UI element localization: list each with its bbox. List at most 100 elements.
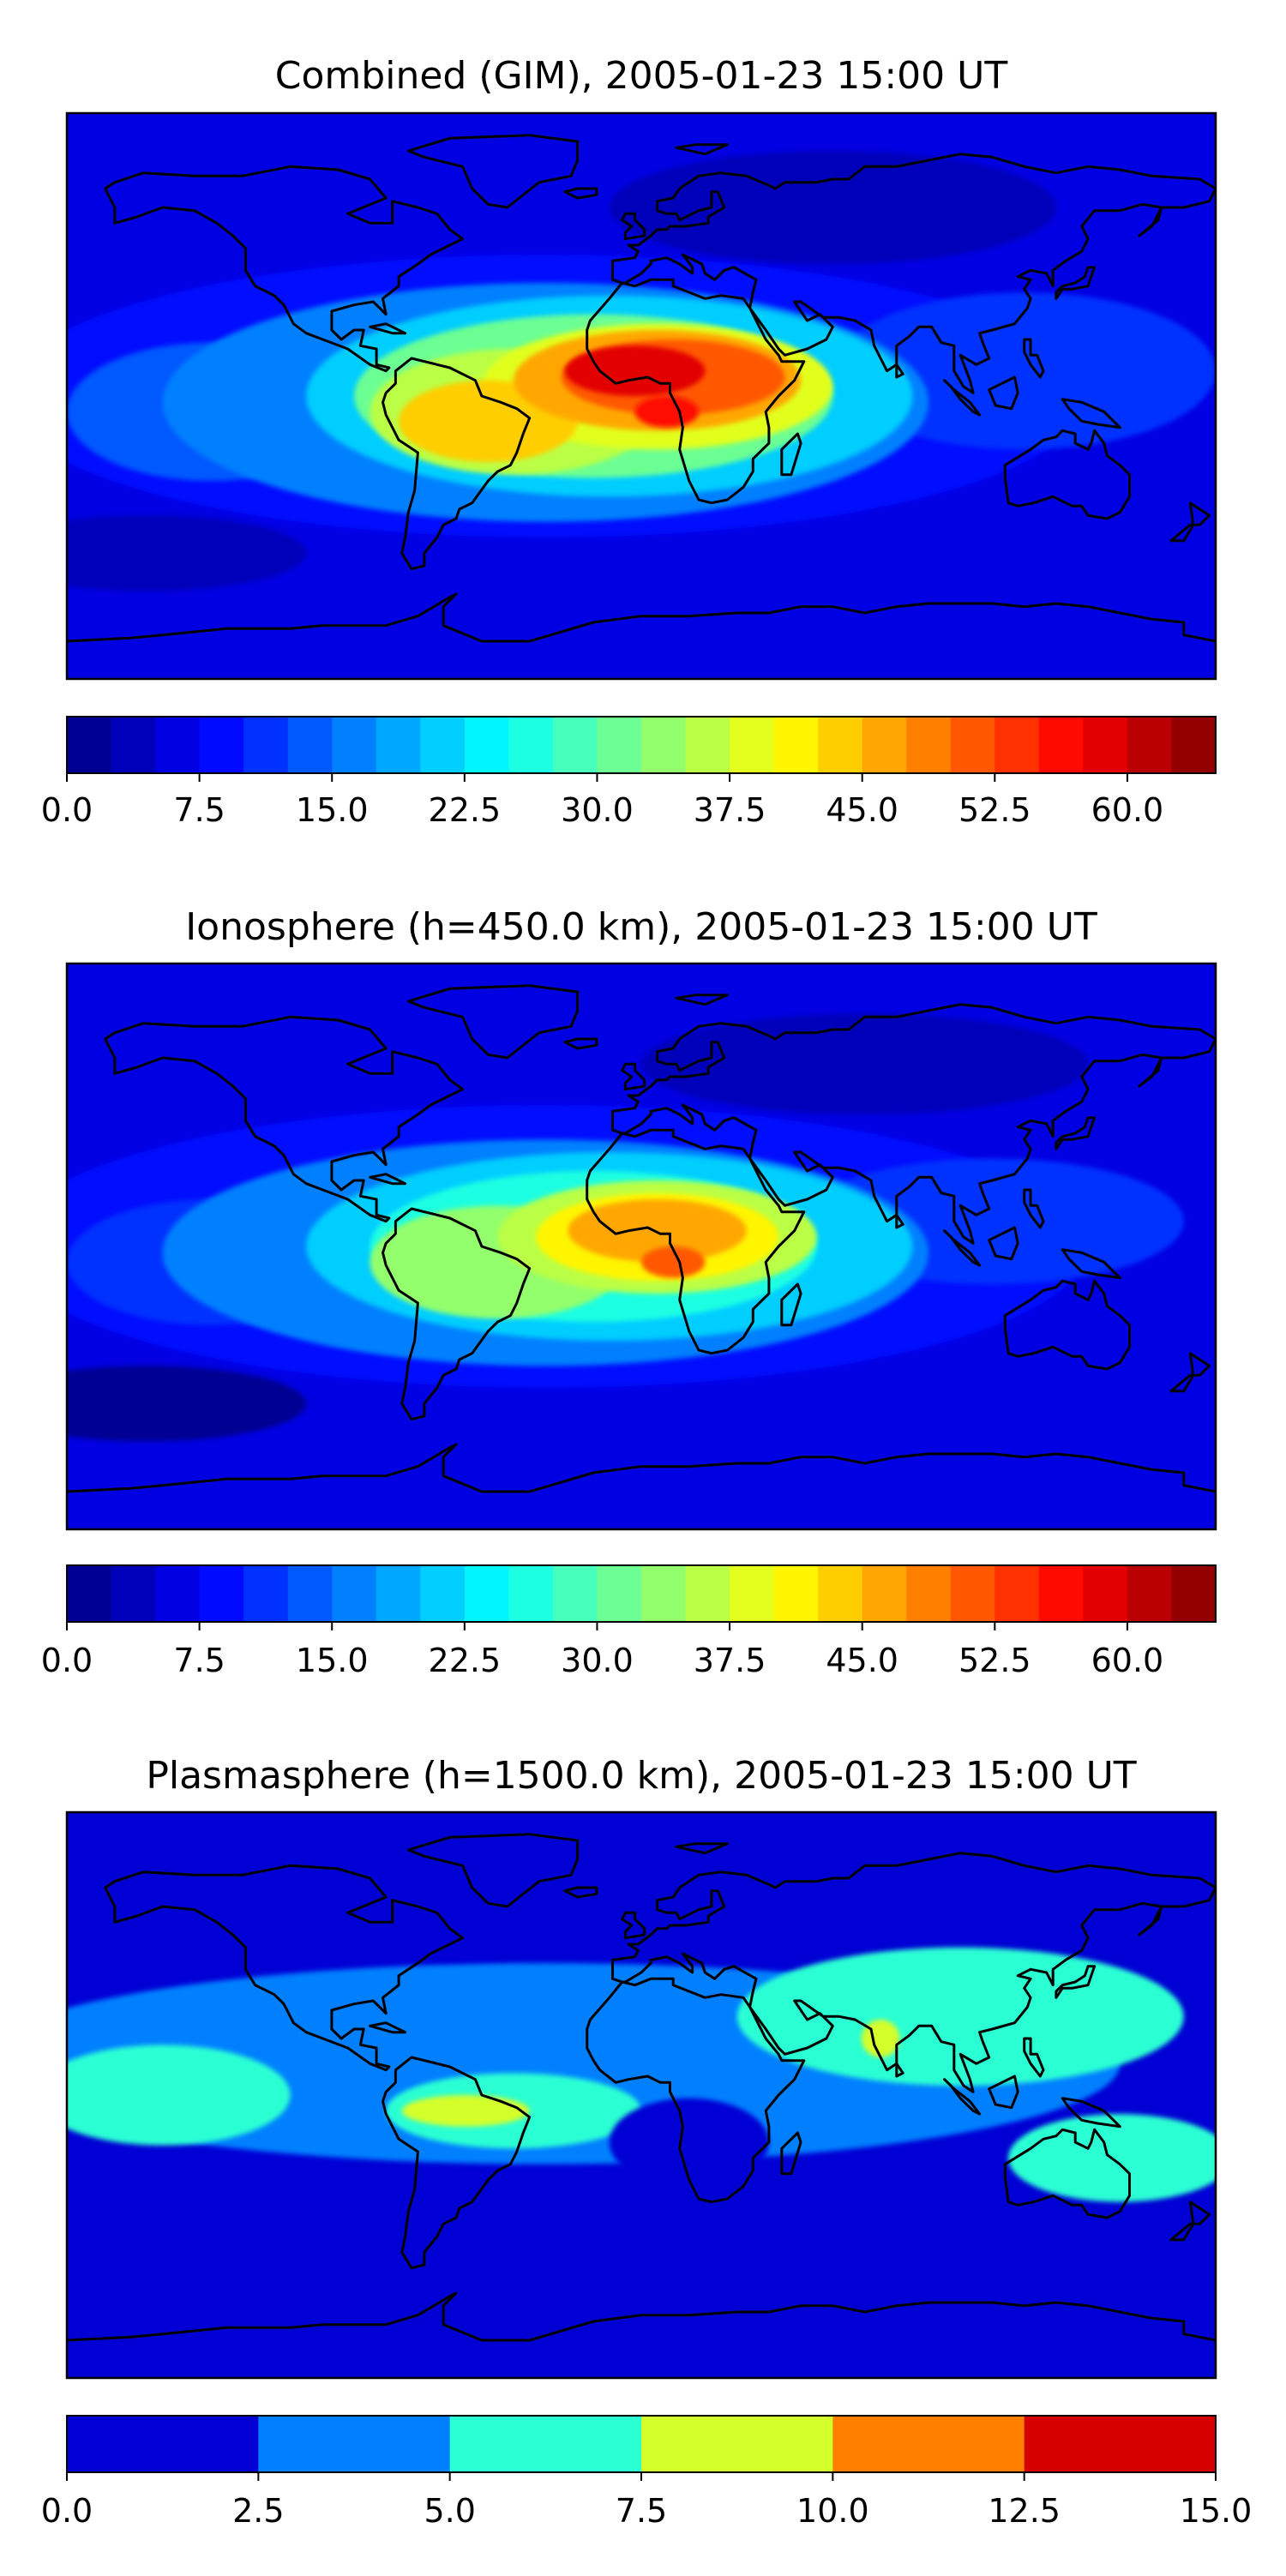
map-title: Plasmasphere (h=1500.0 km), 2005-01-23 1… [146,1754,1136,1798]
map-frame [65,962,1217,1531]
colorbar-tick-label: 45.0 [826,791,898,829]
north-america-coastline [104,165,465,373]
philippines-coastline [1023,338,1045,379]
colorbar-segment [199,717,244,773]
colorbar-tick-label: 15.0 [1180,2492,1253,2530]
colorbar-tick-label: 15.0 [296,1642,369,1679]
colorbar-segment [1083,1565,1128,1622]
colorbar-segment [1038,717,1084,773]
iceland-coastline [563,187,598,200]
contour-region [609,151,1056,264]
colorbar-segment [730,1565,775,1622]
colorbar-segment [995,1565,1040,1622]
map-title: Ionosphere (h=450.0 km), 2005-01-23 15:0… [185,905,1097,949]
japan-coastline [1055,1965,1097,1999]
colorbar-tick-label: 7.5 [173,791,225,829]
colorbar-segment [906,717,952,773]
colorbar-segment [641,1565,687,1622]
north-america-coastline [104,1864,465,2072]
contour-map [67,964,1216,1529]
philippines-coastline [1023,2037,1045,2078]
svalbard-coastline [675,994,729,1006]
colorbar-tick-label: 52.5 [958,1642,1031,1679]
colorbar-segment [552,1565,598,1622]
iceland-coastline [563,1886,598,1899]
colorbar-segment [862,717,907,773]
colorbar-segment [950,1565,995,1622]
colorbar-tick-label: 2.5 [232,2492,284,2530]
panel-plasmasphere: Plasmasphere (h=1500.0 km), 2005-01-23 1… [41,1754,1253,2530]
madagascar-coastline [780,1282,802,1327]
greenland-coastline [406,984,580,1060]
colorbar-segment [1171,1565,1217,1622]
colorbar-segment [773,717,819,773]
colorbar-segment [155,1565,201,1622]
contour-region [609,2098,769,2187]
britain-coastline [621,212,646,241]
greenland-coastline [406,1833,580,1908]
panel-combined: Combined (GIM), 2005-01-23 15:00 UT 0.0 7… [41,54,1217,829]
colorbar-tick-label: 0.0 [41,791,93,829]
madagascar-coastline [780,432,802,477]
colorbar-segment [67,1565,112,1622]
cuba-coastline [369,322,407,335]
antarctica-coastline [67,1443,1216,1493]
antarctica-coastline [67,592,1216,643]
contour-region [67,515,307,591]
south-america-coastline [382,357,532,571]
colorbar-segment [420,1565,466,1622]
contour-map [67,1812,1216,2378]
contour-region [832,292,1216,450]
colorbar-tick-label: 60.0 [1091,791,1164,829]
contour-region [67,1366,307,1442]
cuba-coastline [369,2021,407,2034]
colorbar-tick-label: 5.0 [424,2492,475,2530]
contour-map [67,113,1216,679]
colorbar-segment [641,717,687,773]
new-zealand-coastline [1169,1352,1211,1393]
colorbar-segment [1083,717,1128,773]
colorbar-segment [449,2416,642,2472]
colorbar-segment [332,717,377,773]
colorbar-tick-label: 30.0 [561,1642,634,1679]
contour-region [736,2205,1121,2268]
australia-coastline [1003,2128,1131,2219]
colorbar-tick-label: 45.0 [826,1642,898,1679]
colorbar-segment [287,1565,333,1622]
colorbar-segment [862,1565,907,1622]
colorbar-tick-label: 7.5 [616,2492,667,2530]
philippines-coastline [1023,1188,1045,1229]
colorbar-segment [685,717,730,773]
contour-region [401,2095,530,2127]
new-guinea-coastline [1061,2097,1121,2129]
colorbar-segment [818,717,863,773]
map-frame [65,111,1217,681]
colorbar-segment [832,2416,1025,2472]
sri-lanka-coastline [895,1213,904,1229]
borneo-coastline [988,2075,1019,2110]
indonesia-coastline [943,2078,982,2116]
colorbar-segment [508,1565,554,1622]
colorbar-tick-label: 30.0 [561,791,634,829]
colorbar-segment [597,1565,642,1622]
colorbar-segment [906,1565,952,1622]
britain-coastline [621,1062,646,1091]
contour-region [67,2045,291,2146]
colorbar-tick-label: 60.0 [1091,1642,1164,1679]
colorbar-segment [1024,2416,1217,2472]
colorbar-segment [243,1565,289,1622]
contour-region [861,2020,900,2057]
colorbar-frame [66,1564,1217,1623]
contour-region [641,1013,1089,1115]
colorbar-segment [995,717,1040,773]
colorbar-segment [420,717,466,773]
south-america-coastline [382,2056,532,2270]
colorbar: 0.0 7.5 15.0 22.5 30.0 37.5 45.0 52.5 60.0 [41,1564,1217,1679]
colorbar-segment [818,1565,863,1622]
eurasia-africa-coastline [586,153,1216,505]
new-zealand-coastline [1169,2201,1211,2242]
indonesia-coastline [943,1229,982,1267]
colorbar-segment [508,717,554,773]
colorbar-segment [67,2416,259,2472]
